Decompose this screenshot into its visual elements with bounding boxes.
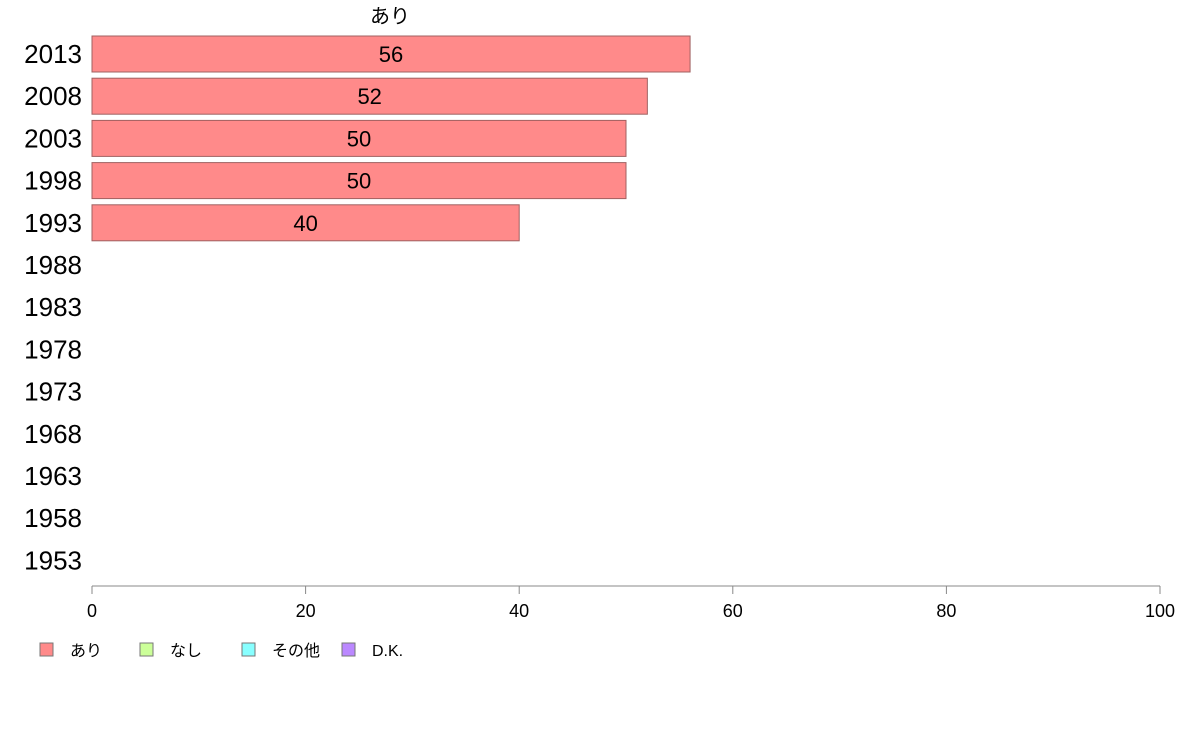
x-tick-label: 20	[296, 601, 316, 621]
legend: あり なし その他 D.K.	[39, 642, 403, 660]
x-tick-label: 100	[1145, 601, 1175, 621]
legend-label: その他	[272, 642, 320, 660]
x-axis: 0 20 40 60 80 100	[87, 585, 1175, 621]
year-label: 1973	[24, 377, 82, 407]
legend-swatch	[139, 642, 154, 657]
year-label: 2003	[24, 123, 82, 153]
year-label: 2008	[24, 81, 82, 111]
bar	[91, 162, 627, 200]
bars: 56 52 50 50 40	[91, 35, 691, 242]
bar-value-label: 50	[347, 126, 371, 151]
bar	[91, 119, 627, 157]
year-label: 1998	[24, 166, 82, 196]
x-tick-label: 0	[87, 601, 97, 621]
bar-value-label: 56	[379, 42, 403, 67]
legend-swatch	[341, 642, 356, 657]
x-tick-label: 80	[936, 601, 956, 621]
year-label: 1953	[24, 545, 82, 575]
bar-value-label: 52	[357, 84, 381, 109]
bar	[91, 35, 691, 73]
year-labels: 2013 2008 2003 1998 1993 1988 1983 1978 1973 1968…	[24, 39, 82, 575]
year-label: 1958	[24, 503, 82, 533]
year-label: 1963	[24, 461, 82, 491]
legend-label: あり	[70, 642, 102, 660]
series-header-label: あり	[370, 6, 410, 28]
bar	[91, 77, 648, 115]
legend-swatch	[241, 642, 256, 657]
year-label: 1978	[24, 334, 82, 364]
bar-value-label: 50	[347, 169, 371, 194]
year-label: 1993	[24, 208, 82, 238]
year-label: 1968	[24, 419, 82, 449]
bar	[91, 204, 520, 242]
x-tick-label: 40	[509, 601, 529, 621]
year-label: 1983	[24, 292, 82, 322]
legend-label: D.K.	[372, 643, 403, 660]
bar-value-label: 40	[293, 211, 317, 236]
legend-swatch	[39, 642, 54, 657]
year-label: 2013	[24, 39, 82, 69]
legend-label: なし	[170, 642, 202, 660]
x-tick-label: 60	[723, 601, 743, 621]
year-label: 1988	[24, 250, 82, 280]
